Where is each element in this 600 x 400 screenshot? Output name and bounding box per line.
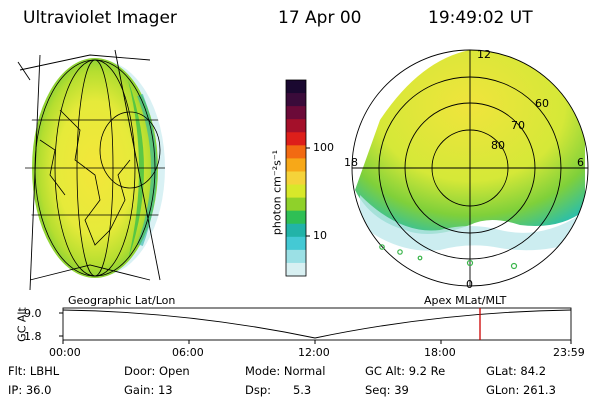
timeline-xticks [62,340,572,344]
date-label: 17 Apr 00 [278,8,362,28]
timeline-right-label: Apex MLat/MLT [424,294,507,307]
colorbar-segment [286,106,306,120]
globe-graticule [25,59,165,277]
globe-outer-grid [17,49,161,291]
timeline-ytick-high: 9.0 [24,307,42,320]
timeline-xtick-1: 06:00 [172,346,204,359]
info-seq: Seq: 39 [365,383,409,397]
polar-markers [379,244,518,270]
timeline-xtick-3: 18:00 [424,346,456,359]
colorbar-segment [286,249,306,264]
info-glon: GLon: 261.3 [486,383,556,397]
timeline-ytick-low: 1.8 [24,330,42,343]
colorbar-segment [286,145,306,159]
time-label: 19:49:02 UT [428,8,533,28]
altitude-curve [62,309,572,339]
lat-label-80: 80 [491,139,505,152]
colorbar-segment [286,132,306,146]
colorbar-tick-100: 100 [313,141,334,154]
colorbar-segment [286,119,306,133]
info-flt: Flt: LBHL [8,364,60,378]
colorbar-segment [286,210,306,225]
polar-grid [351,49,589,287]
timeline-left-label: Geographic Lat/Lon [68,294,176,307]
timeline-xtick-4: 23:59 [553,346,585,359]
colorbar-segment [286,262,306,277]
mlt-label-6: 6 [577,156,584,169]
info-gain: Gain: 13 [124,383,173,397]
info-mode: Mode: Normal [245,364,326,378]
colorbar-segment [286,158,306,172]
colorbar-segment [286,197,306,212]
colorbar-segment [286,80,306,94]
mlt-label-0: 0 [466,278,473,291]
colorbar-segment [286,171,306,186]
info-gc-alt: GC Alt: 9.2 Re [365,364,446,378]
info-dsp: Dsp: 5.3 [245,383,312,397]
info-glat: GLat: 84.2 [486,364,547,378]
mlt-label-18: 18 [344,156,358,169]
colorbar-segment [286,223,306,238]
mlt-label-12: 12 [477,48,491,61]
colorbar-segment [286,236,306,251]
lat-label-70: 70 [511,119,525,132]
colorbar-segment [286,93,306,107]
colorbar-tick-10: 10 [313,229,327,242]
colorbar-segment [286,184,306,199]
info-door: Door: Open [124,364,190,378]
instrument-title: Ultraviolet Imager [23,8,177,28]
info-ip: IP: 36.0 [8,383,52,397]
timeline-xtick-2: 12:00 [298,346,330,359]
timeline-xtick-0: 00:00 [49,346,81,359]
lat-label-60: 60 [535,97,549,110]
